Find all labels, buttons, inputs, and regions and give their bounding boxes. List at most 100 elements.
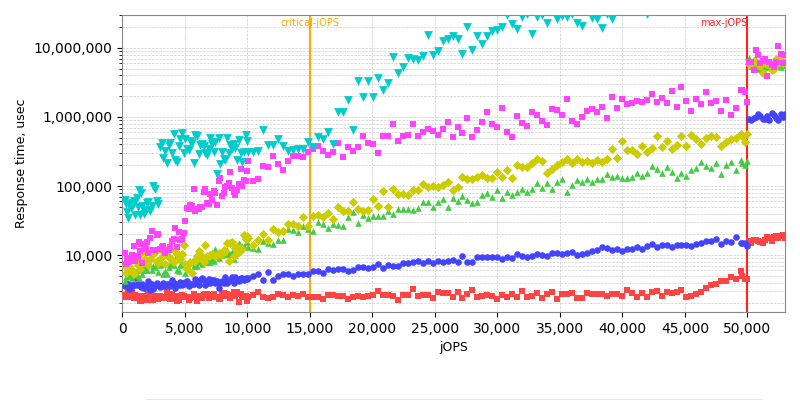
99-th percentile [601,115,614,121]
99-th percentile [144,235,157,241]
99-th percentile [646,91,658,97]
median [402,260,414,266]
95-th percentile [210,252,223,259]
max [229,144,242,151]
90-th percentile [411,205,424,211]
95-th percentile [595,158,608,165]
median [770,115,782,121]
max [426,52,439,58]
99-th percentile [177,230,190,236]
90-th percentile [516,186,529,192]
95-th percentile [461,175,474,182]
max [302,139,314,145]
95-th percentile [670,142,683,148]
95-th percentile [747,58,760,64]
95-th percentile [170,250,183,257]
95-th percentile [241,233,254,240]
min [174,293,186,299]
median [695,240,708,246]
90-th percentile [396,206,409,212]
90-th percentile [262,240,274,246]
max [123,202,136,208]
99-th percentile [257,163,270,169]
max [169,156,182,163]
90-th percentile [745,62,758,69]
median [216,278,229,284]
95-th percentile [626,147,638,154]
95-th percentile [128,271,141,277]
99-th percentile [456,130,469,136]
90-th percentile [406,207,419,213]
90-th percentile [157,270,170,277]
median [346,267,359,274]
Text: max-jOPS: max-jOPS [700,18,747,28]
95-th percentile [322,210,334,216]
90-th percentile [267,241,280,247]
99-th percentile [770,58,782,65]
95-th percentile [690,136,703,142]
99-th percentile [342,144,354,150]
max [179,136,192,142]
90-th percentile [147,262,160,269]
90-th percentile [402,206,414,212]
95-th percentile [342,208,354,214]
min [763,234,776,241]
max [556,12,569,19]
min [214,296,227,302]
min [575,294,588,301]
max [620,6,633,12]
99-th percentile [436,126,449,132]
median [526,252,538,259]
max [216,148,229,155]
min [233,299,246,306]
90-th percentile [650,166,663,172]
90-th percentile [189,261,202,268]
max [199,150,212,157]
median [391,262,404,269]
95-th percentile [431,184,444,190]
95-th percentile [561,156,574,162]
90-th percentile [196,261,209,267]
min [351,293,364,300]
median [386,263,399,269]
95-th percentile [226,239,238,245]
99-th percentile [326,149,339,155]
99-th percentile [426,128,439,134]
median [131,280,144,287]
90-th percentile [337,223,350,229]
99-th percentile [763,59,776,65]
median [741,242,754,249]
95-th percentile [247,242,260,248]
min [536,294,549,301]
min [242,294,255,300]
95-th percentile [486,175,498,181]
99-th percentile [655,94,668,101]
95-th percentile [675,133,688,140]
95-th percentile [162,254,175,260]
99-th percentile [161,246,174,253]
90-th percentile [496,195,509,201]
90-th percentile [144,260,157,267]
min [738,276,751,282]
max [177,150,190,156]
99-th percentile [581,108,594,114]
90-th percentile [680,173,693,179]
max [218,155,230,162]
max [566,11,578,18]
99-th percentile [252,176,265,182]
90-th percentile [123,273,136,279]
95-th percentile [272,229,285,235]
99-th percentile [128,243,141,249]
min [772,235,785,242]
99-th percentile [530,112,543,118]
90-th percentile [221,247,234,253]
max [131,204,144,211]
min [646,289,658,296]
99-th percentile [292,153,305,160]
median [317,270,330,276]
95-th percentile [391,191,404,197]
90-th percentile [210,252,223,259]
90-th percentile [471,198,484,205]
max [550,16,563,22]
99-th percentile [752,51,765,58]
